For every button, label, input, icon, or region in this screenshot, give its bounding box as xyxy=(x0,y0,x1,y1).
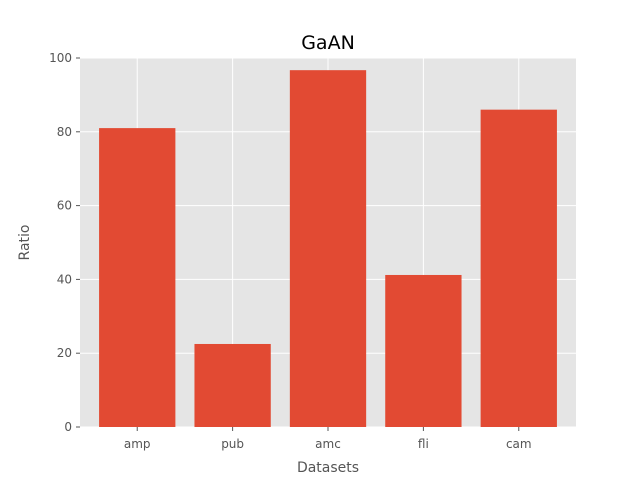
x-tick-label: amc xyxy=(315,437,341,451)
bar-fli xyxy=(385,274,462,427)
y-axis-ticks: 0 20 40 60 80 100 xyxy=(49,51,80,434)
bar-amc xyxy=(289,70,367,427)
y-tick-label: 0 xyxy=(64,420,72,434)
y-tick-label: 60 xyxy=(57,199,72,213)
chart-title: GaAN xyxy=(301,32,355,54)
bars xyxy=(99,70,557,428)
y-tick-label: 40 xyxy=(57,272,72,286)
y-axis-label: Ratio xyxy=(17,225,33,261)
x-tick-label: pub xyxy=(221,437,244,451)
bar-pub xyxy=(194,343,271,427)
y-tick-label: 100 xyxy=(49,51,72,65)
x-tick-label: amp xyxy=(124,437,151,451)
y-tick-label: 20 xyxy=(57,346,72,360)
x-axis-label: Datasets xyxy=(297,460,359,476)
x-axis-ticks: amp pub amc fli cam xyxy=(124,427,532,451)
x-tick-label: cam xyxy=(506,437,532,451)
x-tick-label: fli xyxy=(418,437,429,451)
bar-amp xyxy=(99,128,176,428)
y-tick-label: 80 xyxy=(57,125,72,139)
bar-cam xyxy=(480,109,557,427)
